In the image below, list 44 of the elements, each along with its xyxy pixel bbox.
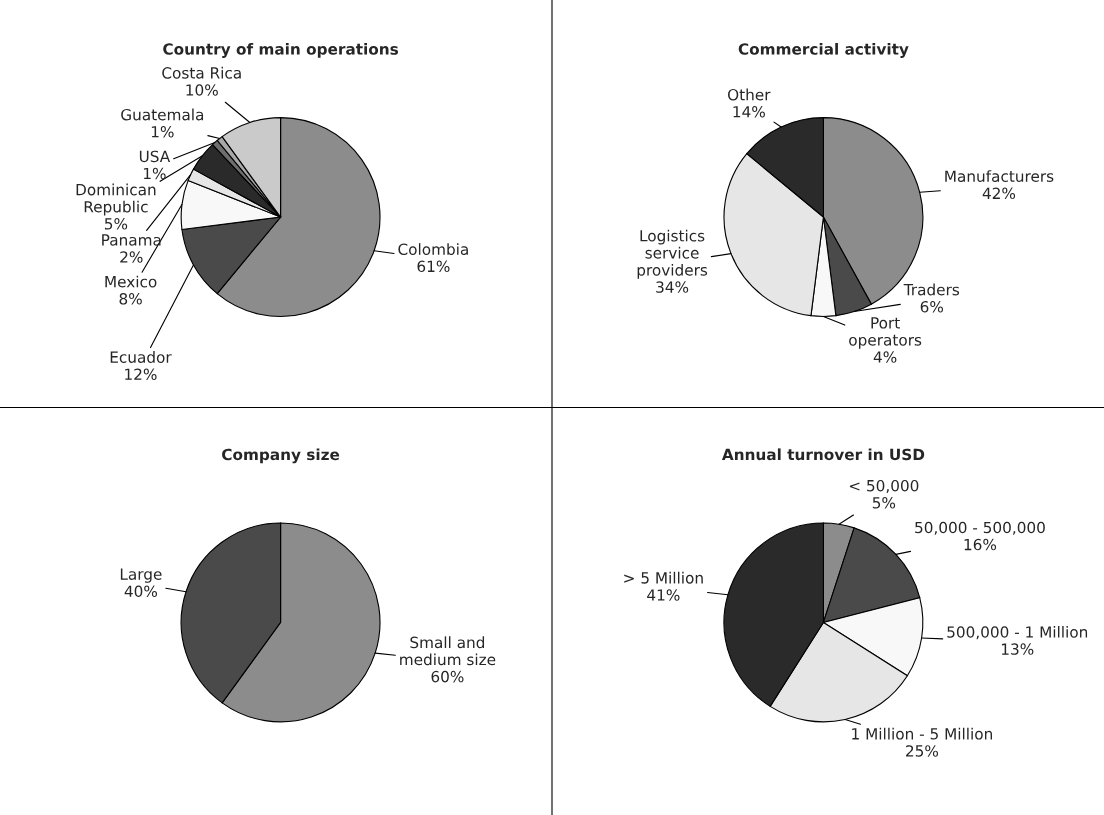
slice-label: Other	[727, 88, 771, 101]
slice-label: Manufacturers	[945, 170, 1054, 182]
data-label: 25%	[906, 745, 939, 757]
data-label: 40%	[124, 585, 158, 598]
slice-label: Mexico	[105, 275, 157, 288]
chart-title: Annual turnover in USD	[721, 448, 925, 461]
data-label: 14%	[733, 106, 765, 118]
data-label: 4%	[873, 351, 897, 363]
slice-label: Dominican Republic	[76, 183, 156, 216]
slice-label: < 50,000	[849, 479, 919, 494]
data-label: 10%	[186, 84, 218, 96]
slice-label: Costa Rica	[162, 66, 241, 79]
slice-label: Guatemala	[121, 108, 204, 121]
slice-label: USA	[139, 150, 171, 163]
data-label: 6%	[920, 300, 944, 313]
data-label: 42%	[982, 187, 1016, 200]
slice-label: Large	[120, 568, 162, 583]
data-label: 5%	[872, 497, 896, 509]
slice-label: Logistics service providers	[637, 229, 708, 279]
slice-label: Panama	[102, 234, 161, 246]
data-label: 61%	[417, 260, 450, 273]
slice-label: > 5 Million	[624, 571, 703, 584]
slice-label: 1 Million - 5 Million	[852, 727, 992, 740]
data-label: 41%	[647, 589, 680, 601]
slice-label: Traders	[903, 283, 960, 296]
slice-label: Colombia	[398, 243, 468, 255]
data-label: 2%	[120, 251, 143, 263]
data-label: 5%	[104, 218, 128, 230]
slice-label: Small and medium size	[400, 636, 496, 666]
slice-label: Ecuador	[110, 351, 172, 363]
chart-title: Country of main operations	[163, 42, 399, 58]
data-label: 1%	[143, 167, 166, 180]
data-label: 8%	[119, 293, 142, 305]
chart-title: Company size	[222, 448, 340, 464]
data-label: 60%	[431, 670, 464, 683]
slice-label: 500,000 - 1 Million	[947, 625, 1088, 640]
data-label: 12%	[125, 368, 157, 381]
data-label: 13%	[1001, 643, 1034, 655]
slice-label: Port operators	[849, 317, 922, 349]
data-label: 16%	[964, 538, 997, 551]
chart-title: Commercial activity	[738, 42, 909, 58]
slice-label: 50,000 - 500,000	[915, 521, 1045, 535]
data-label: 1%	[151, 125, 174, 138]
data-label: 34%	[656, 281, 689, 293]
